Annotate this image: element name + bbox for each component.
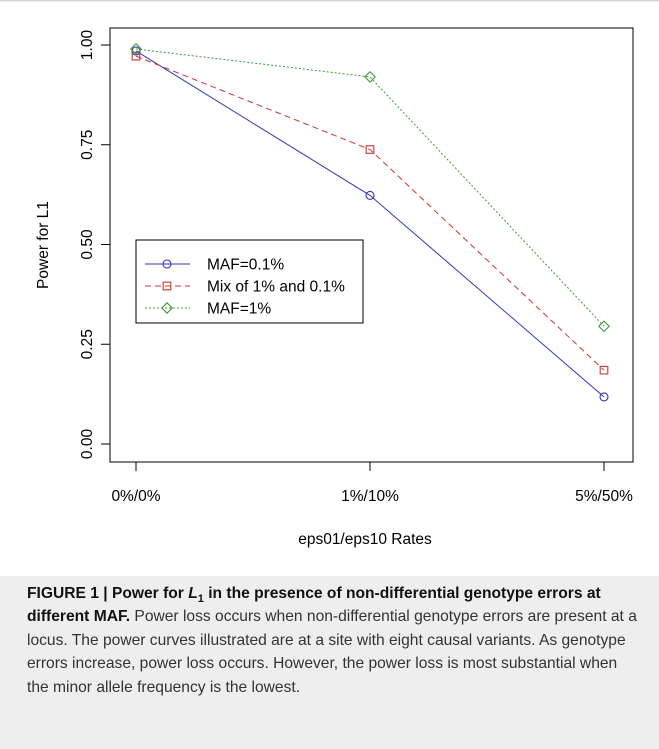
series-group [130, 43, 610, 402]
legend: MAF=0.1% Mix of 1% and 0.1% MAF=1% [135, 239, 364, 324]
legend-marker [161, 302, 173, 314]
y-tick-label: 0.25 [79, 329, 96, 359]
data-point [365, 190, 375, 200]
series-line [135, 50, 605, 398]
series-line [135, 55, 605, 371]
legend-label: Mix of 1% and 0.1% [207, 279, 345, 296]
y-tick-label: 0.00 [79, 429, 96, 460]
series-3 [130, 43, 610, 333]
legend-marker [162, 281, 172, 291]
caption-symbol-subscript: 1 [197, 593, 204, 606]
data-point [365, 145, 375, 154]
data-point [131, 51, 141, 61]
series-1 [131, 46, 609, 402]
caption-symbol: L [188, 585, 198, 602]
caption-title: FIGURE 1 | Power for L1 in the presence … [27, 585, 601, 625]
data-point [599, 392, 609, 402]
x-tick-label: 0%/0% [111, 488, 160, 505]
figure-caption: FIGURE 1 | Power for L1 in the presence … [27, 582, 639, 699]
y-axis-label: Power for L1 [35, 201, 52, 289]
legend-entry: Mix of 1% and 0.1% [145, 279, 345, 296]
x-axis: 0%/0% 1%/10% 5%/50% [111, 461, 633, 505]
y-tick-label: 1.00 [79, 30, 96, 61]
y-tick-label: 0.75 [79, 130, 96, 160]
x-axis-label: eps01/eps10 Rates [298, 531, 432, 548]
series-2 [131, 51, 609, 375]
data-point [599, 365, 609, 375]
legend-label: MAF=0.1% [207, 257, 284, 274]
power-chart: 0.00 0.25 0.50 0.75 1.00 0%/0% 1%/10% 5%/50% e… [0, 2, 659, 576]
data-point [131, 46, 141, 56]
x-tick-label: 1%/10% [341, 488, 399, 505]
legend-entry: MAF=1% [145, 301, 271, 318]
caption-figure-label: FIGURE 1 | Power for [27, 585, 189, 602]
x-tick-label: 5%/50% [575, 488, 633, 505]
legend-marker [162, 259, 172, 269]
y-axis: 0.00 0.25 0.50 0.75 1.00 [79, 30, 111, 460]
caption-body: Power loss occurs when non-differential … [27, 608, 637, 696]
caption-title-rest: in the presence of non-differential geno… [27, 585, 601, 626]
legend-box [135, 239, 364, 324]
legend-entry: MAF=0.1% [145, 257, 284, 274]
data-point [598, 320, 610, 333]
data-point [364, 70, 376, 83]
data-point [130, 43, 142, 55]
y-tick-label: 0.50 [79, 229, 96, 260]
legend-label: MAF=1% [207, 301, 271, 318]
